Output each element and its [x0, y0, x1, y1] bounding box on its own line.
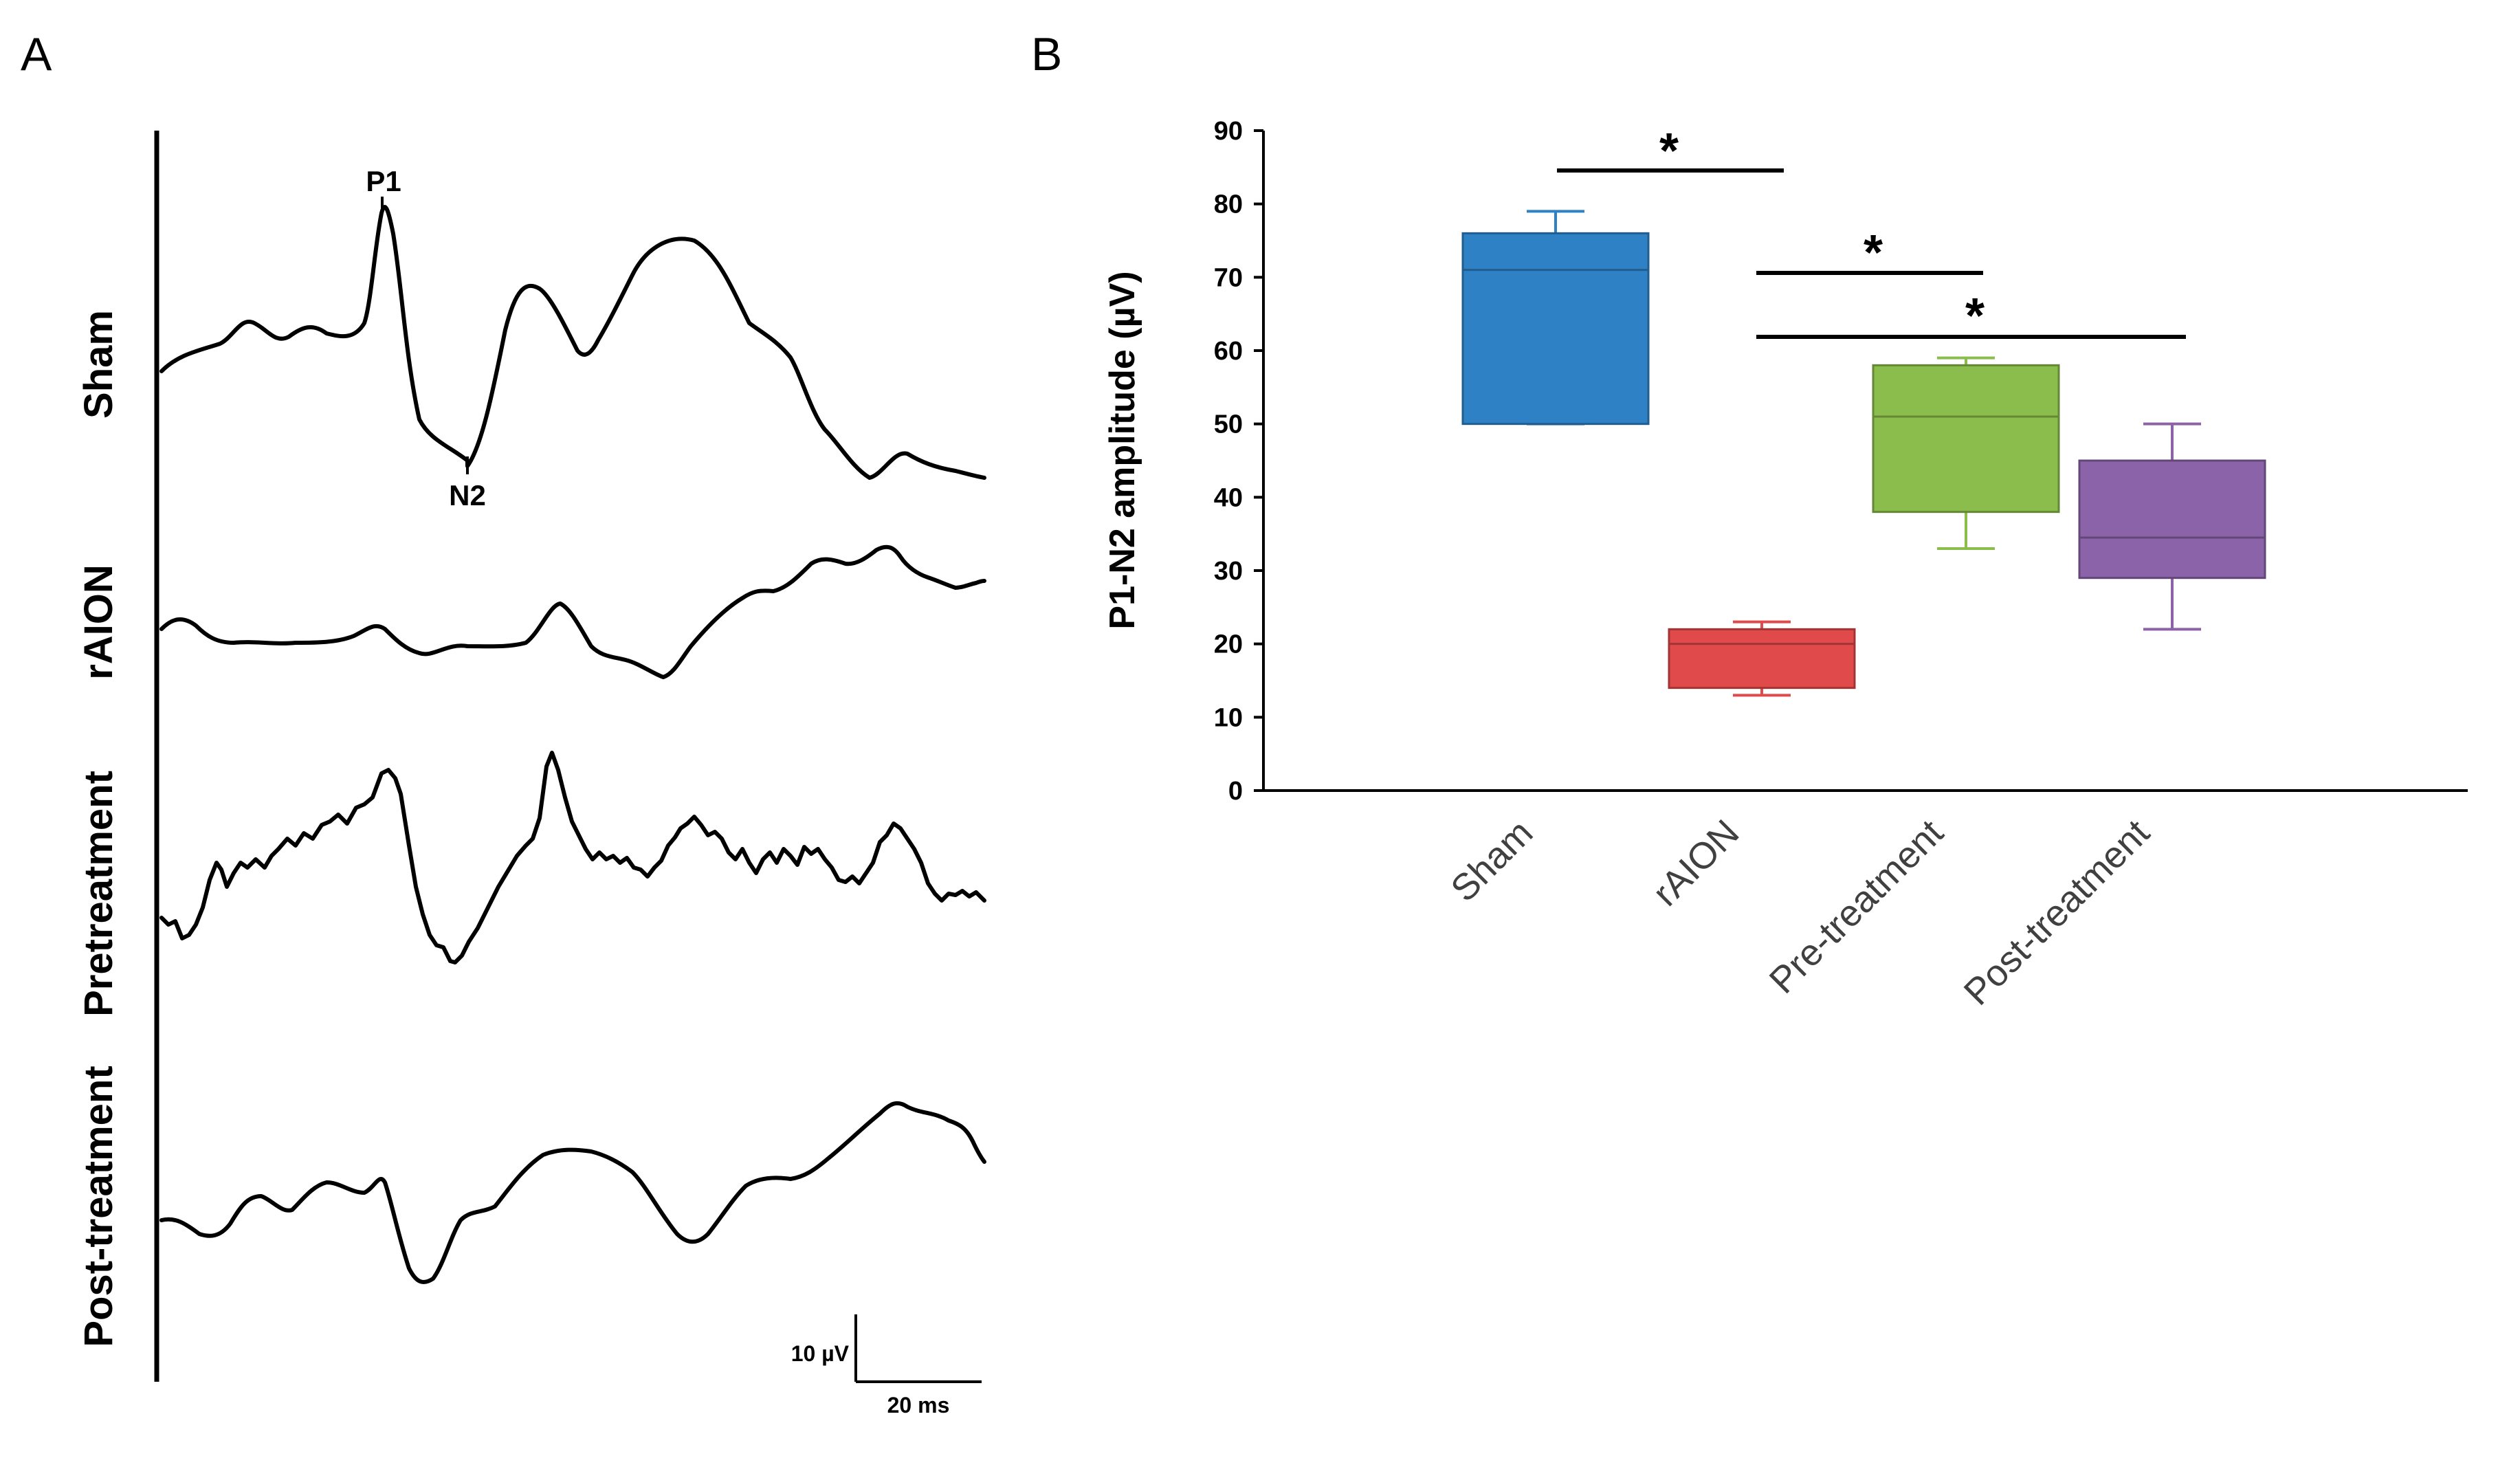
- y-tick-label: 70: [1214, 263, 1243, 292]
- row-labels: Sham rAION Pretreatment Post-treatment: [76, 310, 121, 1347]
- significance-star: *: [1864, 225, 1883, 280]
- y-tick-label: 0: [1228, 777, 1243, 806]
- significance-star: *: [1659, 124, 1679, 179]
- y-tick-label: 90: [1214, 117, 1243, 146]
- significance-bar: *: [1756, 225, 1983, 280]
- box-body: [1668, 628, 1856, 690]
- category-label: Post-treatment: [1956, 812, 2158, 1013]
- box-raion: [1668, 620, 1856, 697]
- row-label-pretreatment: Pretreatment: [76, 771, 121, 1017]
- scale-bar-amplitude-label: 10 µV: [791, 1341, 850, 1366]
- significance-bar: *: [1557, 124, 1784, 179]
- y-axis-title: P1-N2 amplitude (µV): [1103, 271, 1142, 629]
- p1-label: P1: [366, 165, 401, 197]
- y-axis-ticks: 0 10 20 30 40 50 60 70 80 90: [1214, 117, 1263, 806]
- significance-star: *: [1965, 289, 1985, 344]
- panel-a-letter: A: [21, 28, 52, 80]
- y-tick-label: 30: [1214, 557, 1243, 586]
- y-tick-label: 20: [1214, 630, 1243, 659]
- category-labels: Sham rAION Pre-treatment Post-treatment: [1443, 812, 2157, 1013]
- y-tick-label: 50: [1214, 410, 1243, 439]
- panel-b-letter: B: [1031, 28, 1062, 80]
- category-label: rAION: [1645, 812, 1747, 914]
- box-pre-treatment: [1872, 356, 2060, 550]
- row-label-post-treatment: Post-treatment: [76, 1066, 121, 1347]
- significance-bars: * * *: [1557, 124, 2186, 344]
- y-tick-label: 40: [1214, 483, 1243, 512]
- trace-raion: [159, 544, 986, 679]
- scale-bar-time-label: 20 ms: [887, 1393, 950, 1418]
- box-post-treatment: [2078, 422, 2266, 631]
- boxes: [1461, 210, 2266, 697]
- box-body: [2078, 459, 2266, 580]
- box-body: [1872, 364, 2060, 514]
- scale-bar: 10 µV 20 ms: [791, 1314, 982, 1418]
- box-sham: [1461, 210, 1650, 426]
- trace-sham: [159, 205, 986, 480]
- category-label: Sham: [1443, 812, 1540, 909]
- y-tick-label: 80: [1214, 190, 1243, 219]
- row-label-raion: rAION: [76, 564, 121, 680]
- y-tick-label: 60: [1214, 337, 1243, 366]
- significance-bar: *: [1756, 289, 2186, 344]
- n2-label: N2: [449, 479, 486, 511]
- y-tick-label: 10: [1214, 703, 1243, 732]
- category-label: Pre-treatment: [1762, 812, 1952, 1002]
- box-plot: 0 10 20 30 40 50 60 70 80 90 P1-N2 amplitude (µV)…: [1103, 117, 2468, 1013]
- box-body: [1461, 232, 1650, 426]
- trace-post-treatment: [159, 1101, 986, 1284]
- row-label-sham: Sham: [76, 310, 121, 419]
- trace-pretreatment: [159, 751, 986, 964]
